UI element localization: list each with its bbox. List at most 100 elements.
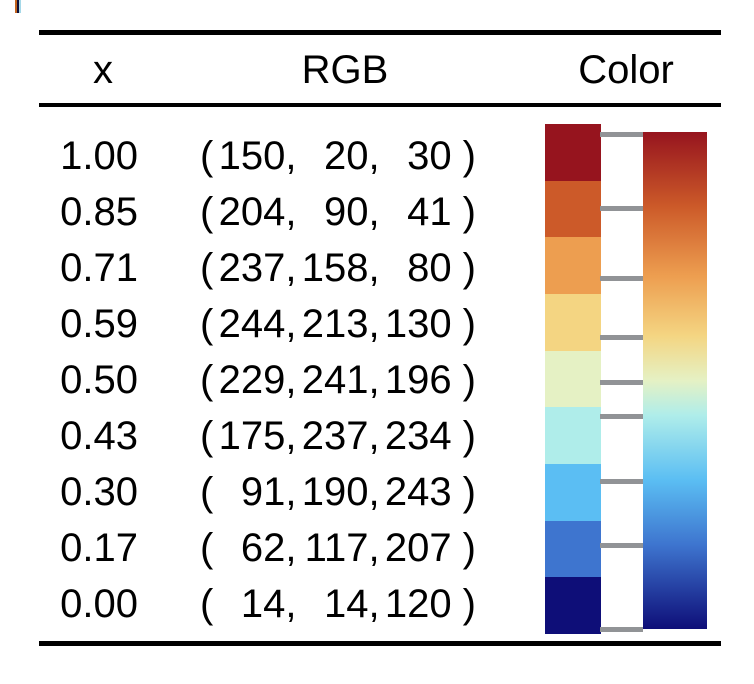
discrete-swatch-column — [545, 124, 601, 635]
colorbar-tick — [600, 275, 643, 281]
table-header-rule — [39, 103, 721, 107]
color-swatch — [545, 350, 601, 408]
comma: , — [368, 190, 380, 234]
green-value: 158 — [301, 246, 369, 290]
blue-value: 120 — [384, 582, 452, 626]
paren-close: ) — [462, 582, 476, 626]
colorbar-tick — [600, 478, 643, 484]
paren-open: ( — [200, 414, 214, 458]
table-row: 0.71 (237, 158, 80) — [39, 240, 519, 296]
comma: , — [285, 414, 297, 458]
x-value: 0.59 — [60, 302, 138, 346]
paren-close: ) — [462, 470, 476, 514]
colorbar-tick — [600, 414, 643, 420]
comma: , — [285, 470, 297, 514]
comma: , — [285, 358, 297, 402]
paren-open: ( — [200, 358, 214, 402]
color-swatch — [545, 520, 601, 578]
red-value: 91 — [240, 470, 286, 514]
comma: , — [368, 582, 380, 626]
colorbar-tick — [600, 334, 643, 340]
colorbar-tick — [600, 206, 643, 212]
blue-value: 30 — [407, 134, 452, 178]
paren-close: ) — [462, 134, 476, 178]
rgb-value: (14, 14, 120) — [200, 584, 476, 624]
cropped-image-artifact — [15, 0, 21, 13]
blue-value: 234 — [384, 414, 452, 458]
rgb-value: (204, 90, 41) — [200, 192, 476, 232]
comma: , — [368, 414, 380, 458]
paren-close: ) — [462, 246, 476, 290]
paren-open: ( — [200, 246, 214, 290]
rgb-value: (175, 237, 234) — [200, 416, 476, 456]
table-bottom-rule — [39, 641, 721, 646]
comma: , — [368, 302, 380, 346]
paren-close: ) — [462, 414, 476, 458]
blue-value: 243 — [384, 470, 452, 514]
table-row: 0.00(14, 14, 120) — [39, 576, 519, 632]
red-value: 150 — [218, 134, 286, 178]
table-row: 0.59 (244, 213, 130) — [39, 296, 519, 352]
x-value: 0.17 — [60, 526, 138, 570]
color-swatch — [545, 464, 601, 521]
colorbar-tick — [600, 132, 643, 137]
comma: , — [368, 134, 380, 178]
comma: , — [285, 526, 297, 570]
comma: , — [285, 246, 297, 290]
comma: , — [285, 582, 297, 626]
rgb-value: (91, 190, 243) — [200, 472, 476, 512]
red-value: 237 — [218, 246, 286, 290]
colorbar-tick — [600, 627, 643, 632]
red-value: 14 — [240, 582, 286, 626]
paren-open: ( — [200, 134, 214, 178]
color-swatch — [545, 237, 601, 295]
rgb-value: (237, 158, 80) — [200, 248, 476, 288]
green-value: 117 — [304, 526, 369, 570]
column-header-x: x — [93, 48, 113, 92]
x-value: 0.50 — [60, 358, 138, 402]
artifact-stripe — [17, 0, 19, 13]
column-header-rgb: RGB — [301, 48, 389, 92]
red-value: 229 — [218, 358, 286, 402]
artifact-stripe — [19, 0, 21, 13]
table-top-rule — [39, 30, 721, 35]
table-row: 1.00(150, 20, 30) — [39, 128, 519, 184]
comma: , — [285, 302, 297, 346]
color-swatch — [545, 407, 601, 465]
table-row: 0.50(229, 241, 196) — [39, 352, 519, 408]
green-value: 20 — [323, 134, 369, 178]
green-value: 90 — [323, 190, 369, 234]
comma: , — [368, 526, 380, 570]
comma: , — [368, 470, 380, 514]
green-value: 213 — [301, 302, 369, 346]
paren-close: ) — [462, 302, 476, 346]
blue-value: 196 — [384, 358, 452, 402]
comma: , — [368, 358, 380, 402]
green-value: 190 — [301, 470, 369, 514]
red-value: 204 — [218, 190, 286, 234]
rgb-value: (244, 213, 130) — [200, 304, 476, 344]
blue-value: 130 — [384, 302, 452, 346]
red-value: 62 — [240, 526, 286, 570]
table-row: 0.43(175, 237, 234) — [39, 408, 519, 464]
continuous-gradient-bar — [643, 132, 707, 629]
comma: , — [368, 246, 380, 290]
paren-open: ( — [200, 526, 214, 570]
color-swatch — [545, 124, 601, 181]
paren-close: ) — [462, 526, 476, 570]
green-value: 237 — [301, 414, 369, 458]
table-rows: 1.00(150, 20, 30) 0.85(204, 90, 41) 0.71(237, 1… — [39, 128, 519, 632]
paren-open: ( — [200, 190, 214, 234]
paren-close: ) — [462, 358, 476, 402]
rgb-value: (150, 20, 30) — [200, 136, 476, 176]
x-value: 0.43 — [60, 414, 138, 458]
red-value: 244 — [218, 302, 286, 346]
red-value: 175 — [218, 414, 286, 458]
blue-value: 80 — [407, 246, 452, 290]
table-row: 0.17(62, 117, 207) — [39, 520, 519, 576]
paren-open: ( — [200, 582, 214, 626]
blue-value: 41 — [407, 190, 452, 234]
comma: , — [285, 190, 297, 234]
colorbar-tick — [600, 379, 643, 385]
artifact-stripe — [15, 0, 17, 13]
